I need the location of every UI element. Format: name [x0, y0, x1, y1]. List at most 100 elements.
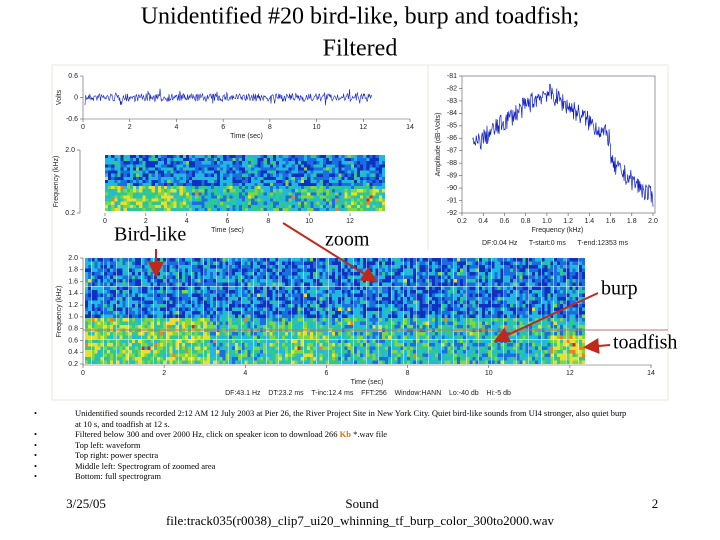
bullet-text: Top right: power spectra	[75, 450, 159, 460]
y-tick-label: 0	[74, 94, 78, 101]
x-axis-label: Frequency (kHz)	[532, 227, 584, 234]
x-tick-label: 0.2	[457, 218, 467, 225]
x-tick-label: 4	[174, 124, 178, 131]
figure-frame	[51, 64, 669, 401]
bullet-text: Bottom: full spectrogram	[75, 471, 161, 481]
y-tick-label: 0.6	[68, 73, 78, 80]
plot-footer: DF:0.04 Hz T-start:0 ms T-end:12353 ms	[482, 240, 629, 247]
bullet-item: • Top right: power spectra	[34, 450, 634, 461]
y-tick-label: 2.0	[68, 255, 78, 262]
x-tick-label: 8	[268, 124, 272, 131]
bullet-text: Unidentified sounds recorded 2:12 AM 12 …	[75, 408, 627, 429]
arrow	[583, 337, 611, 354]
x-tick-label: 1.2	[563, 218, 573, 225]
arrow	[282, 222, 378, 283]
x-tick-label: 10	[485, 370, 493, 377]
x-tick-label: 8	[266, 218, 270, 225]
spectrogram-cells	[105, 176, 386, 212]
bullet-text: Middle left: Spectrogram of zoomed area	[75, 460, 216, 471]
y-tick-label: 0.8	[68, 326, 78, 333]
bullet-item: • Middle left: Spectrogram of zoomed area	[34, 461, 634, 472]
y-tick-label: -84	[447, 110, 457, 117]
x-tick-label: 14	[406, 124, 414, 131]
y-tick-label: 0.2	[68, 361, 78, 368]
bullet-text: Top left: waveform	[75, 439, 141, 450]
y-tick-label: -83	[447, 98, 457, 105]
y-axis-label: Amplitude (dB-Volts)	[435, 113, 442, 177]
y-tick-label: 1.8	[68, 267, 78, 274]
x-tick-label: 1.6	[606, 218, 616, 225]
page-number: 2	[652, 496, 659, 511]
x-tick-label: 4	[243, 370, 247, 377]
x-axis-label: Time (sec)	[211, 227, 244, 234]
y-tick-label: -91	[447, 197, 457, 204]
x-tick-label: 1.0	[542, 218, 552, 225]
x-tick-label: 4	[185, 218, 189, 225]
x-tick-label: 6	[324, 370, 328, 377]
bullet-dot: •	[34, 408, 37, 418]
plot-frame	[461, 75, 656, 214]
y-tick-label: 2.0	[65, 147, 75, 154]
bullet-dot: •	[34, 429, 37, 439]
x-tick-label: 10	[313, 124, 321, 131]
bullet-text: Filtered below 300 and over 2000 Hz, cli…	[75, 429, 340, 439]
y-tick-label: -87	[447, 148, 457, 155]
y-tick-label: -81	[447, 73, 457, 80]
x-tick-label: 0.4	[478, 218, 488, 225]
y-axis-label: Frequency (kHz)	[53, 156, 60, 208]
bullet-text: *.wav file	[350, 429, 388, 439]
x-tick-label: 0	[103, 218, 107, 225]
spectrogram-cells	[85, 258, 586, 365]
footer-center: file:track035(r0038)_clip7_ui20_whinning…	[166, 513, 555, 528]
x-axis-label: Time (sec)	[230, 133, 263, 140]
y-tick-label: 1.0	[68, 314, 78, 321]
x-tick-label: 6	[221, 124, 225, 131]
spectrogram-cells	[85, 258, 586, 365]
y-tick-label: -0.6	[66, 116, 78, 123]
x-tick-label: 2	[128, 124, 132, 131]
spectrum-trace	[472, 83, 654, 207]
y-tick-label: 0.4	[68, 349, 78, 356]
y-tick-label: 1.4	[68, 290, 78, 297]
y-tick-label: 0.6	[68, 337, 78, 344]
y-tick-label: -88	[447, 160, 457, 167]
spectrogram-cells	[105, 155, 382, 212]
y-tick-label: 1.6	[68, 278, 78, 285]
annotation: toadfish	[613, 332, 677, 354]
x-tick-label: 0	[81, 124, 85, 131]
x-tick-label: 14	[647, 370, 655, 377]
y-tick-label: -82	[447, 85, 457, 92]
plot-footer: DF:43.1 Hz DT:23.2 ms T-inc:12.4 ms FFT:…	[225, 390, 511, 397]
bullet-dot: •	[34, 450, 37, 460]
y-tick-label: 1.2	[68, 302, 78, 309]
bullet-list: • Unidentified sounds recorded 2:12 AM 12…	[34, 408, 634, 482]
x-tick-label: 0.6	[500, 218, 510, 225]
spectrogram-cells	[105, 155, 386, 212]
x-tick-label: 12	[346, 218, 354, 225]
y-axis-label: Frequency (kHz)	[56, 286, 63, 338]
bullet-item: • Filtered below 300 and over 2000 Hz, cl…	[34, 429, 634, 440]
bullet-highlight: Kb	[339, 429, 351, 439]
spectrogram-cells	[366, 195, 373, 202]
x-tick-label: 2.0	[648, 218, 658, 225]
annotation: Bird-like	[114, 224, 186, 246]
arrow	[493, 292, 599, 343]
y-axis-label: Volts	[56, 89, 63, 105]
x-tick-label: 10	[305, 218, 313, 225]
title-line: Filtered	[323, 36, 398, 62]
y-tick-label: -85	[447, 123, 457, 130]
x-tick-label: 2	[144, 218, 148, 225]
x-tick-label: 0.8	[521, 218, 531, 225]
footer-center: Sound	[345, 496, 379, 511]
waveform-trace	[84, 88, 373, 106]
bullet-item: • Unidentified sounds recorded 2:12 AM 12…	[34, 408, 634, 429]
y-tick-label: -92	[447, 210, 457, 217]
x-tick-label: 1.8	[627, 218, 637, 225]
x-tick-label: 1.4	[584, 218, 594, 225]
y-tick-label: -89	[447, 172, 457, 179]
x-axis-label: Time (sec)	[351, 379, 384, 386]
annotation: burp	[601, 278, 638, 300]
x-tick-label: 6	[226, 218, 230, 225]
